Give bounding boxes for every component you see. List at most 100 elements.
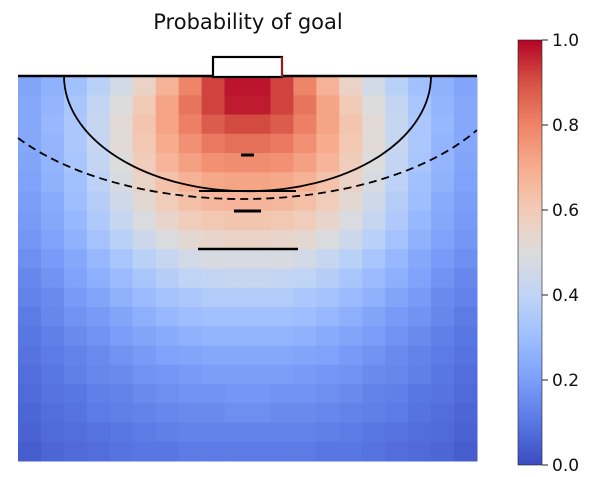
heatmap-cell — [408, 287, 432, 308]
heatmap-cell — [201, 422, 226, 443]
colorbar-tick-label: 0.6 — [552, 201, 579, 221]
heatmap-cell — [408, 345, 432, 366]
heatmap-cell — [431, 172, 455, 192]
heatmap-cell — [178, 249, 203, 269]
heatmap-cell — [293, 326, 317, 346]
heatmap-cell — [224, 287, 248, 308]
heatmap-cell — [86, 268, 111, 289]
colorbar-tick-label: 0.0 — [552, 456, 579, 476]
heatmap-cell — [385, 210, 409, 231]
heatmap-cell — [408, 133, 432, 154]
heatmap-cell — [247, 364, 271, 385]
heatmap-cell — [385, 249, 409, 269]
heatmap-cell — [385, 287, 409, 308]
heatmap-cell — [40, 364, 65, 385]
heatmap-cell — [408, 210, 432, 231]
heatmap-cell — [201, 210, 226, 231]
heatmap-cell — [293, 249, 317, 269]
heatmap-cell — [408, 172, 432, 192]
heatmap-cell — [339, 172, 363, 192]
heatmap-cell — [40, 153, 65, 173]
heatmap-cell — [109, 230, 134, 250]
heatmap-cell — [431, 133, 455, 154]
heatmap-cell — [18, 441, 42, 462]
heatmap-cell — [132, 422, 157, 443]
heatmap-cell — [316, 191, 340, 212]
heatmap-cell — [270, 364, 294, 385]
heatmap-cell — [201, 384, 226, 404]
colorbar-ticks: 0.0 0.2 0.4 0.6 0.8 1.0 — [542, 31, 579, 476]
heatmap-cell — [40, 133, 65, 154]
heatmap-cell — [362, 153, 386, 173]
heatmap-cell — [339, 249, 363, 269]
heatmap-cell — [247, 403, 271, 423]
heatmap-cell — [316, 422, 340, 443]
heatmap-cell — [339, 422, 363, 443]
heatmap-cell — [316, 287, 340, 308]
heatmap-cell — [339, 384, 363, 404]
heatmap-cell — [109, 191, 134, 212]
heatmap-cell — [247, 172, 271, 192]
heatmap-cell — [454, 114, 478, 135]
heatmap-cell — [86, 326, 111, 346]
heatmap-cell — [431, 153, 455, 173]
court-markings — [17, 55, 478, 251]
heatmap-cell — [201, 249, 226, 269]
heatmap-cell — [270, 114, 294, 135]
heatmap-cell — [247, 441, 271, 462]
heatmap-cell — [201, 345, 226, 366]
heatmap-cell — [431, 345, 455, 366]
heatmap-cell — [40, 403, 65, 423]
heatmap-cell — [132, 153, 157, 173]
heatmap-cell — [132, 307, 157, 327]
heatmap-cell — [293, 268, 317, 289]
heatmap-cell — [362, 384, 386, 404]
heatmap-cell — [339, 76, 363, 96]
heatmap-cell — [132, 133, 157, 154]
heatmap-cell — [155, 364, 180, 385]
heatmap-cell — [408, 76, 432, 96]
heatmap-cell — [293, 384, 317, 404]
heatmap-cell — [247, 422, 271, 443]
heatmap-cell — [178, 364, 203, 385]
heatmap-cell — [454, 210, 478, 231]
heatmap-cell — [224, 249, 248, 269]
heatmap-cell — [339, 268, 363, 289]
heatmap-cell — [454, 384, 478, 404]
heatmap-cell — [63, 230, 88, 250]
heatmap-cell — [18, 403, 42, 423]
heatmap-cell — [362, 76, 386, 96]
heatmap-cell — [224, 326, 248, 346]
heatmap-cell — [63, 384, 88, 404]
heatmap-cell — [385, 191, 409, 212]
heatmap-cell — [109, 384, 134, 404]
heatmap-cell — [454, 287, 478, 308]
heatmap-cell — [339, 364, 363, 385]
heatmap-cell — [224, 153, 248, 173]
heatmap-cell — [224, 441, 248, 462]
heatmap-cell — [201, 114, 226, 135]
heatmap-cell — [431, 114, 455, 135]
heatmap-cell — [86, 345, 111, 366]
heatmap-cell — [155, 249, 180, 269]
heatmap-cell — [109, 422, 134, 443]
heatmap-cell — [316, 133, 340, 154]
heatmap-cell — [63, 172, 88, 192]
heatmap-cell — [132, 76, 157, 96]
heatmap-cell — [109, 307, 134, 327]
heatmap-cell — [155, 95, 180, 115]
heatmap-cell — [316, 441, 340, 462]
heatmap-cell — [454, 249, 478, 269]
heatmap-cell — [18, 249, 42, 269]
heatmap-cell — [431, 287, 455, 308]
heatmap-cell — [86, 191, 111, 212]
heatmap-cell — [316, 364, 340, 385]
heatmap-cell — [270, 210, 294, 231]
heatmap-cell — [454, 268, 478, 289]
heatmap-cell — [293, 364, 317, 385]
heatmap-cell — [247, 153, 271, 173]
heatmap-cell — [86, 249, 111, 269]
heatmap-cell — [431, 307, 455, 327]
heatmap-cell — [293, 76, 317, 96]
